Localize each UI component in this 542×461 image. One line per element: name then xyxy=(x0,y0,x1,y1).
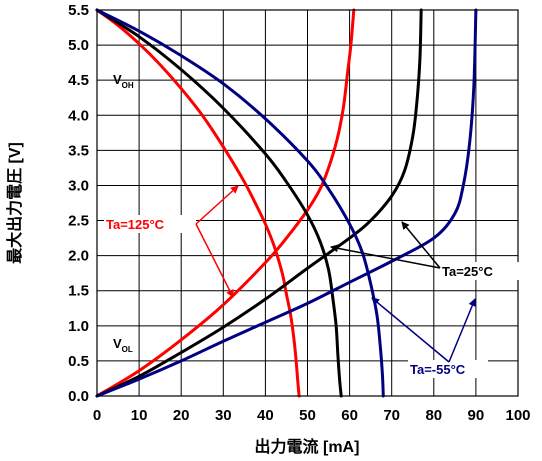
y-tick-label: 0.5 xyxy=(68,353,89,370)
vol-label: VOL xyxy=(113,336,133,354)
ta-minus55-arrow-left xyxy=(371,297,450,363)
ta25-annotation: Ta=25°C xyxy=(330,221,520,280)
ta25-label: Ta=25°C xyxy=(442,264,493,279)
series-taminus55-voh xyxy=(95,8,385,398)
ta-minus55-annotation: Ta=-55°C xyxy=(371,297,488,378)
y-tick-label: 5.5 xyxy=(68,2,89,19)
ta-minus55-arrow-up xyxy=(448,298,477,363)
y-tick-label: 3.5 xyxy=(68,142,89,159)
x-tick-label: 0 xyxy=(93,407,101,424)
series-ta125-vol xyxy=(95,8,356,398)
x-tick-label: 70 xyxy=(383,407,400,424)
x-tick-label: 100 xyxy=(505,407,530,424)
x-tick-label: 60 xyxy=(341,407,358,424)
ta125-arrow-down xyxy=(195,223,234,298)
ta-minus55-label-bg xyxy=(408,360,488,378)
y-tick-label: 4.0 xyxy=(68,107,89,124)
vol-label-sub: OL xyxy=(122,345,133,354)
ta125-label-bg xyxy=(104,215,196,233)
x-tick-label: 30 xyxy=(215,407,232,424)
tick-layer: 0 10 20 30 40 50 60 70 80 90 100 0.0 0.5 1.0 1.5 2.0 2.5… xyxy=(68,2,530,424)
x-tick-label: 90 xyxy=(468,407,485,424)
ta125-arrow-up xyxy=(195,185,239,225)
y-tick-label: 4.5 xyxy=(68,72,89,89)
y-tick-label: 0.0 xyxy=(68,388,89,405)
series-taminus55-vol xyxy=(95,8,478,398)
series-ta25-voh xyxy=(95,8,343,398)
y-tick-label: 2.5 xyxy=(68,213,89,230)
y-tick-label: 1.0 xyxy=(68,318,89,335)
vol-label-main: V xyxy=(113,336,122,351)
y-tick-label: 3.0 xyxy=(68,177,89,194)
x-tick-label: 50 xyxy=(299,407,316,424)
x-axis-title: 出力電流 [mA] xyxy=(255,437,360,456)
ta25-arrow-up xyxy=(401,221,441,269)
ta25-label-bg xyxy=(440,262,520,280)
voh-label-sub: OH xyxy=(122,81,134,90)
series-ta125-voh xyxy=(95,8,301,398)
series-ta25-vol xyxy=(95,8,423,398)
y-tick-label: 1.5 xyxy=(68,283,89,300)
plot-frame xyxy=(96,9,519,397)
x-tick-label: 40 xyxy=(257,407,274,424)
voh-label-main: V xyxy=(113,72,122,87)
ta25-arrow-left xyxy=(330,244,441,269)
x-tick-label: 20 xyxy=(173,407,190,424)
y-axis-title: 最大出力電圧 [V] xyxy=(5,142,24,264)
series-layer xyxy=(95,8,478,398)
y-tick-label: 2.0 xyxy=(68,248,89,265)
y-tick-label: 5.0 xyxy=(68,37,89,54)
voh-label: VOH xyxy=(113,72,134,90)
x-tick-label: 80 xyxy=(425,407,442,424)
x-tick-label: 10 xyxy=(131,407,148,424)
ta125-annotation: Ta=125°C xyxy=(104,185,239,298)
ta-minus55-label: Ta=-55°C xyxy=(410,362,466,377)
ta125-label: Ta=125°C xyxy=(106,217,165,232)
